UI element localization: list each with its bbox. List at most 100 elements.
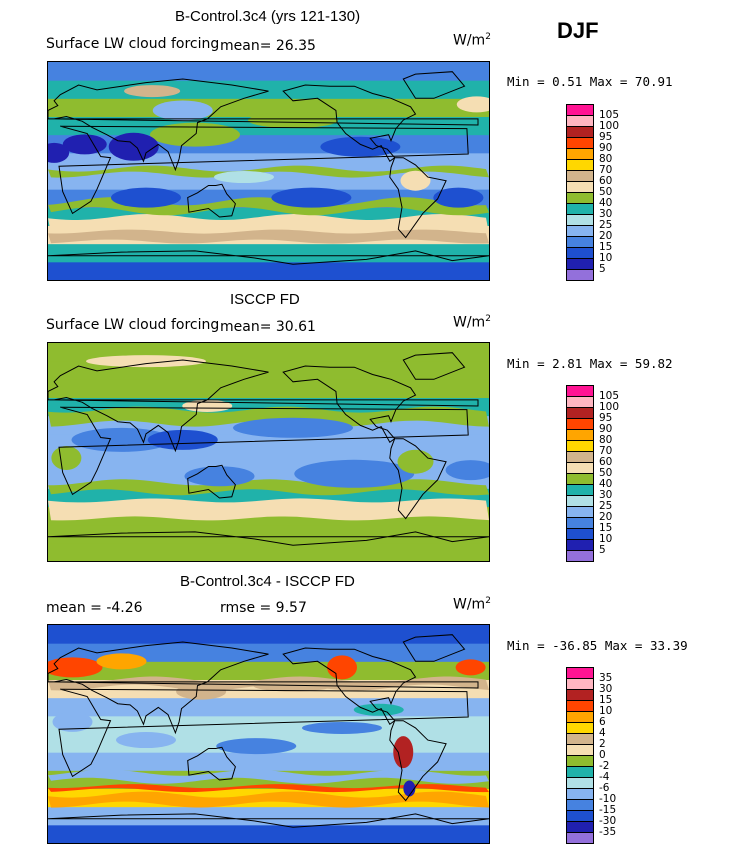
- contour-region: [327, 655, 357, 680]
- zonal-band: [48, 261, 489, 280]
- zonal-band: [48, 62, 489, 81]
- panel2-mean: mean= 30.61: [220, 319, 316, 335]
- coastline-outlines: [48, 352, 489, 546]
- colorbar-level-label: 95: [599, 412, 613, 424]
- panel2-minmax: Min = 2.81 Max = 59.82: [507, 356, 673, 371]
- zonal-band: [48, 752, 489, 771]
- colorbar-level-label: 6: [599, 716, 606, 728]
- coastline: [282, 84, 417, 163]
- colorbar-level-label: 5: [599, 263, 606, 275]
- colorbar-level-label: 60: [599, 456, 613, 468]
- colorbar-level-label: 30: [599, 683, 613, 695]
- colorbar-level-label: 105: [599, 390, 620, 402]
- colorbar-level-label: 2: [599, 738, 606, 750]
- colorbar-level-label: 90: [599, 423, 613, 435]
- coastline: [282, 647, 417, 726]
- panel3-contour-plot: [48, 625, 489, 843]
- coastline: [58, 406, 469, 496]
- contour-region: [182, 399, 233, 412]
- season-label: DJF: [557, 18, 599, 43]
- panel1-contour-plot: [48, 62, 489, 280]
- contour-region: [48, 142, 70, 163]
- contour-region: [403, 780, 416, 797]
- colorbar-level-label: 10: [599, 705, 613, 717]
- coastline: [58, 688, 469, 778]
- coastline: [58, 125, 469, 215]
- colorbar-level-label: 70: [599, 164, 613, 176]
- contour-region: [445, 460, 489, 481]
- colorbar-level-label: -30: [599, 815, 617, 827]
- colorbar-level-label: 50: [599, 186, 613, 198]
- colorbar-level-label: 80: [599, 153, 613, 165]
- colorbar-level-label: 35: [599, 672, 613, 684]
- colorbar-level-label: 105: [599, 109, 620, 121]
- panel2-units: W/m2: [453, 314, 491, 331]
- panel3-rmse: rmse = 9.57: [220, 600, 307, 616]
- coastline: [48, 78, 479, 172]
- contour-region: [124, 85, 181, 98]
- contour-region: [184, 466, 255, 487]
- panel2-variable: Surface LW cloud forcing: [46, 317, 220, 333]
- panel1-title: B-Control.3c4 (yrs 121-130): [175, 8, 361, 25]
- colorbar-level-label: 40: [599, 197, 613, 209]
- colorbar-level-label: 25: [599, 219, 613, 231]
- panel1-units: W/m2: [453, 32, 491, 49]
- coastline-outlines: [48, 71, 489, 265]
- contour-wavy-band: [48, 214, 489, 234]
- zonal-band: [48, 625, 489, 644]
- colorbar-level-label: 100: [599, 120, 620, 132]
- colorbar-level-label: 30: [599, 489, 613, 501]
- coastline: [389, 438, 447, 520]
- colorbar-swatch: [566, 269, 594, 281]
- coastline: [187, 183, 236, 218]
- contour-region: [216, 738, 297, 755]
- colorbar-swatch: [566, 832, 594, 844]
- contour-wavy-band: [48, 784, 489, 793]
- contour-region: [152, 100, 213, 121]
- coastline: [389, 720, 447, 802]
- coastline: [48, 813, 489, 828]
- contour-region: [248, 112, 338, 129]
- contour-region: [108, 132, 159, 161]
- colorbar-level-label: 0: [599, 749, 606, 761]
- colorbar-level-label: -4: [599, 771, 610, 783]
- panel1-variable: Surface LW cloud forcing: [46, 36, 220, 52]
- colorbar-level-label: -2: [599, 760, 610, 772]
- coastline: [402, 71, 466, 99]
- colorbar-level-label: 40: [599, 478, 613, 490]
- panel2-contour-plot: [48, 343, 489, 561]
- colorbar-level-label: 90: [599, 142, 613, 154]
- colorbar-level-label: 20: [599, 230, 613, 242]
- coastline: [402, 352, 466, 380]
- contour-region: [147, 429, 218, 450]
- contour-region: [52, 711, 93, 732]
- colorbar-level-label: 80: [599, 434, 613, 446]
- contour-region: [393, 736, 414, 769]
- coastline: [389, 157, 447, 239]
- contour-region: [111, 187, 181, 208]
- colorbar-level-label: 30: [599, 208, 613, 220]
- zonal-band: [48, 643, 489, 662]
- contour-region: [51, 446, 82, 471]
- colorbar-level-label: 5: [599, 544, 606, 556]
- colorbar-level-label: -6: [599, 782, 610, 794]
- contour-region: [302, 721, 382, 734]
- panel3-title: B-Control.3c4 - ISCCP FD: [180, 573, 355, 590]
- contour-region: [397, 449, 434, 474]
- contour-wavy-band: [48, 229, 489, 244]
- colorbar-level-label: 70: [599, 445, 613, 457]
- contour-wavy-band: [48, 197, 489, 216]
- contour-region: [86, 355, 206, 368]
- contour-region: [48, 657, 103, 678]
- coastline: [48, 641, 479, 735]
- contour-region: [320, 136, 401, 157]
- colorbar-level-label: 60: [599, 175, 613, 187]
- contour-region: [62, 134, 107, 155]
- contour-wavy-band: [48, 498, 489, 521]
- colorbar-level-label: 95: [599, 131, 613, 143]
- zonal-band: [48, 379, 489, 398]
- contour-wavy-band: [48, 791, 489, 808]
- colorbar-level-label: 100: [599, 401, 620, 413]
- zonal-band: [48, 542, 489, 561]
- coastline: [48, 531, 489, 546]
